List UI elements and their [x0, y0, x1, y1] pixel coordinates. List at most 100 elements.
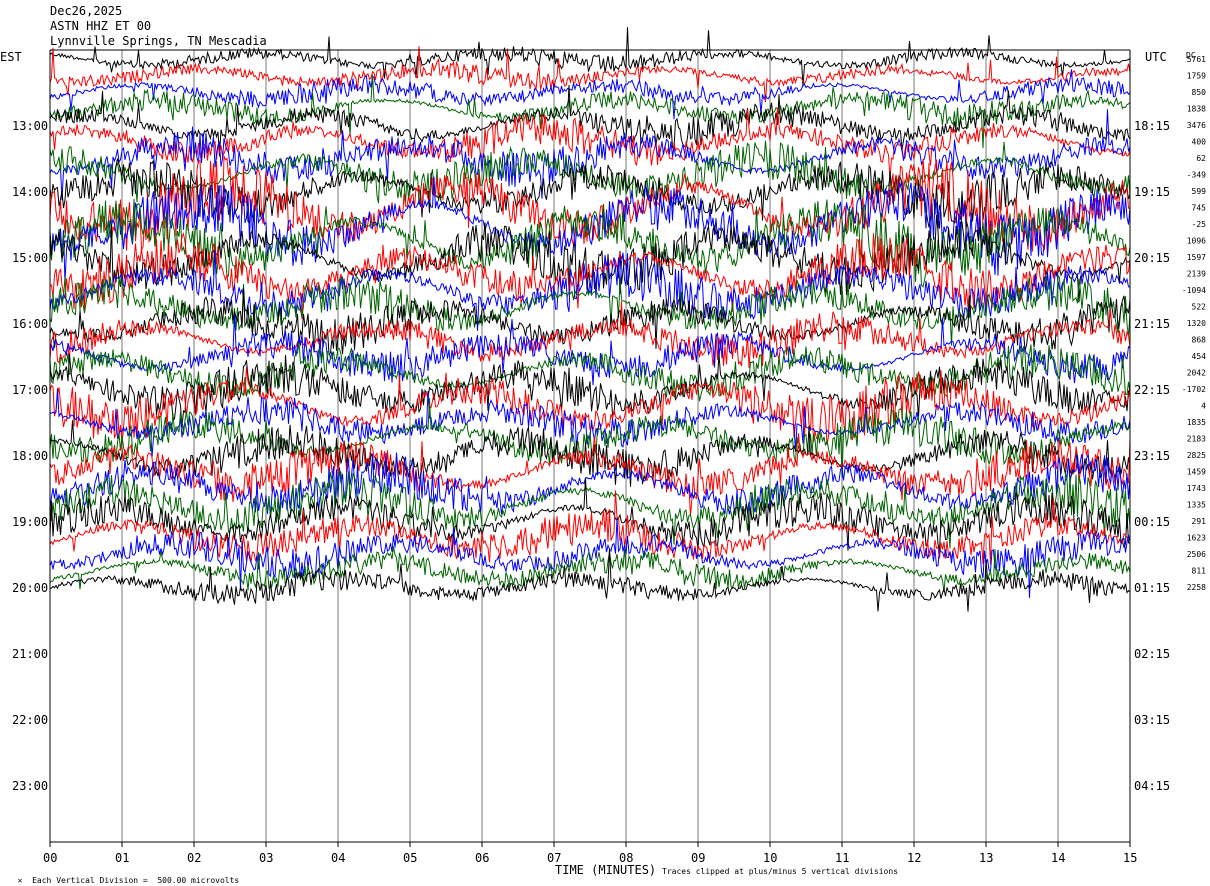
trace-offset-value: 4 — [1201, 402, 1206, 411]
trace-offset-value: 400 — [1192, 138, 1207, 147]
x-axis-label: TIME (MINUTES) — [555, 863, 656, 877]
seismic-trace — [49, 420, 1131, 487]
x-tick-label-10: 10 — [763, 851, 777, 865]
trace-offset-value: 1743 — [1187, 484, 1206, 493]
est-hour-label: 21:00 — [12, 647, 48, 661]
trace-offset-value: 1838 — [1187, 105, 1206, 114]
x-tick-label-08: 08 — [619, 851, 633, 865]
trace-offset-value: 1759 — [1187, 72, 1206, 81]
trace-offset-value: 2042 — [1187, 369, 1206, 378]
seismic-trace — [49, 452, 1131, 518]
trace-offset-value: 5761 — [1187, 55, 1206, 64]
trace-offset-value: 454 — [1192, 352, 1207, 361]
seismic-trace — [49, 470, 1131, 549]
seismic-trace — [49, 109, 1131, 201]
trace-offset-value: 599 — [1192, 187, 1207, 196]
est-hour-label: 22:00 — [12, 713, 48, 727]
trace-offset-value: 811 — [1192, 567, 1207, 576]
seismic-trace — [49, 546, 1131, 592]
utc-hour-label: 04:15 — [1134, 779, 1170, 793]
trace-offset-value: 1320 — [1187, 319, 1206, 328]
x-tick-label-15: 15 — [1123, 851, 1137, 865]
est-hour-label: 20:00 — [12, 581, 48, 595]
utc-hour-label: 21:15 — [1134, 317, 1170, 331]
station-location: Lynnville Springs, TN Mescadia — [50, 34, 267, 48]
est-hour-label: 23:00 — [12, 779, 48, 793]
utc-hour-label: 02:15 — [1134, 647, 1170, 661]
x-tick-label-05: 05 — [403, 851, 417, 865]
est-hour-label: 15:00 — [12, 251, 48, 265]
scale-note-text: Each Vertical Division = 500.00 microvol… — [32, 876, 240, 885]
trace-offset-value: -349 — [1187, 171, 1206, 180]
seismic-trace — [49, 313, 1131, 386]
est-hour-label: 16:00 — [12, 317, 48, 331]
trace-offset-value: 868 — [1192, 336, 1207, 345]
trace-offset-value: 62 — [1196, 154, 1206, 163]
est-hour-label: 18:00 — [12, 449, 48, 463]
trace-offset-column: 5761 1759 850 1838 3476 400 62 -349 599 745 -25 109… — [1182, 55, 1206, 592]
x-tick-label-07: 07 — [547, 851, 561, 865]
seismic-trace — [49, 490, 1131, 565]
seismic-trace — [49, 69, 1131, 120]
trace-offset-value: -1094 — [1182, 286, 1206, 295]
est-hour-labels: 13:00 14:00 15:00 16:00 17:00 18:00 19:00 20:00… — [12, 119, 48, 793]
trace-offset-value: 1335 — [1187, 501, 1206, 510]
utc-hour-label: 01:15 — [1134, 581, 1170, 595]
x-tick-label-14: 14 — [1051, 851, 1065, 865]
x-tick-label-00: 00 — [43, 851, 57, 865]
x-tick-label-04: 04 — [331, 851, 345, 865]
seismic-trace — [49, 155, 1131, 252]
scale-icon: ✕ — [17, 876, 23, 885]
trace-offset-value: -25 — [1192, 220, 1207, 229]
utc-zone-label: UTC — [1145, 50, 1167, 64]
seismic-trace — [49, 354, 1131, 428]
clip-note: Traces clipped at plus/minus 5 vertical … — [662, 867, 899, 876]
seismic-trace — [49, 274, 1131, 346]
trace-offset-value: 1835 — [1187, 418, 1206, 427]
seismic-trace — [49, 232, 1131, 320]
trace-offset-value: 2258 — [1187, 583, 1206, 592]
offset-header: DC — [1186, 51, 1196, 60]
x-tick-label-02: 02 — [187, 851, 201, 865]
seismic-trace — [50, 548, 1131, 612]
trace-offset-value: 1623 — [1187, 534, 1206, 543]
seismic-trace — [49, 107, 1131, 180]
x-tick-label-01: 01 — [115, 851, 129, 865]
est-hour-label: 19:00 — [12, 515, 48, 529]
seismic-trace — [49, 198, 1131, 289]
trace-offset-value: 3476 — [1187, 121, 1206, 130]
x-tick-label-09: 09 — [691, 851, 705, 865]
utc-hour-label: 19:15 — [1134, 185, 1170, 199]
est-hour-label: 13:00 — [12, 119, 48, 133]
seismic-trace — [49, 46, 1131, 103]
trace-offset-value: 850 — [1192, 88, 1207, 97]
trace-offset-value: 745 — [1192, 204, 1207, 213]
est-zone-label: EST — [0, 50, 22, 64]
x-axis-ticks: 00 01 02 03 04 05 06 07 08 09 10 11 12 13 14 15 — [43, 842, 1137, 865]
seismic-traces — [49, 27, 1131, 612]
station-date: Dec26,2025 — [50, 4, 123, 18]
station-channel: ASTN HHZ ET 00 — [50, 19, 152, 33]
utc-hour-label: 03:15 — [1134, 713, 1170, 727]
seismic-trace — [49, 433, 1131, 516]
trace-offset-value: 1096 — [1187, 237, 1206, 246]
trace-offset-value: 291 — [1192, 517, 1207, 526]
seismic-trace — [49, 288, 1131, 356]
trace-offset-value: -1702 — [1182, 385, 1206, 394]
x-tick-label-13: 13 — [979, 851, 993, 865]
seismic-trace — [49, 477, 1131, 551]
utc-hour-label: 00:15 — [1134, 515, 1170, 529]
trace-offset-value: 1597 — [1187, 253, 1206, 262]
x-tick-label-11: 11 — [835, 851, 849, 865]
seismic-trace — [49, 301, 1131, 368]
trace-offset-value: 2825 — [1187, 451, 1206, 460]
trace-offset-value: 522 — [1192, 303, 1207, 312]
seismic-trace — [49, 158, 1131, 229]
utc-hour-label: 18:15 — [1134, 119, 1170, 133]
trace-offset-value: 2506 — [1187, 550, 1206, 559]
seismic-trace — [49, 84, 1131, 157]
x-tick-label-12: 12 — [907, 851, 921, 865]
scale-note: ✕ Each Vertical Division = 500.00 microv… — [8, 867, 240, 885]
x-tick-label-03: 03 — [259, 851, 273, 865]
